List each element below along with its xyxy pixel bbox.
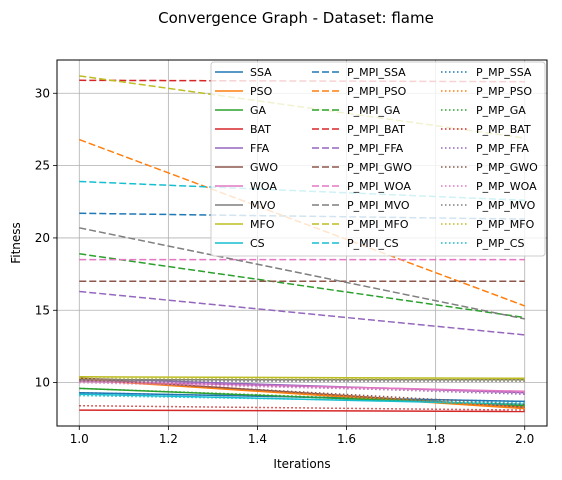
series-line-p-mpi-ga	[79, 254, 524, 318]
legend-label-p-mpi-cs: P_MPI_CS	[347, 237, 399, 250]
legend-label-p-mp-mfo: P_MP_MFO	[476, 218, 535, 231]
legend-label-p-mp-cs: P_MP_CS	[476, 237, 524, 250]
series-line-p-mpi-ffa	[79, 292, 524, 335]
x-tick-label: 1.4	[248, 432, 267, 446]
y-axis-ticks: 10 15 20 25 30	[35, 86, 57, 389]
x-axis-ticks: 1.0 1.2 1.4 1.6 1.8 2.0	[70, 426, 535, 446]
legend-label-woa: WOA	[250, 180, 277, 193]
legend-label-p-mpi-ffa: P_MPI_FFA	[347, 142, 404, 155]
legend-label-p-mp-mvo: P_MP_MVO	[476, 199, 536, 212]
legend-label-p-mp-bat: P_MP_BAT	[476, 123, 531, 136]
legend-label-p-mp-ga: P_MP_GA	[476, 104, 526, 117]
legend-label-p-mpi-ga: P_MPI_GA	[347, 104, 401, 117]
legend-label-ffa: FFA	[250, 142, 270, 155]
legend-label-p-mpi-mvo: P_MPI_MVO	[347, 199, 410, 212]
y-tick-label: 10	[35, 376, 50, 390]
legend-label-p-mp-ffa: P_MP_FFA	[476, 142, 529, 155]
series-line-bat	[79, 410, 524, 411]
legend-label-p-mpi-ssa: P_MPI_SSA	[347, 66, 406, 79]
series-line-p-mp-bat	[79, 406, 524, 410]
legend-label-p-mp-gwo: P_MP_GWO	[476, 161, 538, 174]
legend-label-p-mpi-woa: P_MPI_WOA	[347, 180, 411, 193]
legend-label-mfo: MFO	[250, 218, 275, 231]
legend-label-p-mpi-mfo: P_MPI_MFO	[347, 218, 409, 231]
legend-label-gwo: GWO	[250, 161, 278, 174]
y-axis-label: Fitness	[9, 222, 23, 264]
legend: SSA PSO GA BAT FFA GWO WOA MVO MFO CS P_MPI_SSA P_M…	[211, 62, 545, 256]
series-line-cs	[79, 394, 524, 404]
legend-label-cs: CS	[250, 237, 265, 250]
x-tick-label: 1.2	[159, 432, 178, 446]
y-tick-label: 25	[35, 159, 50, 173]
legend-label-p-mpi-pso: P_MPI_PSO	[347, 85, 407, 98]
y-tick-label: 15	[35, 303, 50, 317]
x-tick-label: 1.0	[70, 432, 89, 446]
x-tick-label: 2.0	[515, 432, 534, 446]
legend-label-bat: BAT	[250, 123, 271, 136]
x-tick-label: 1.8	[426, 432, 445, 446]
x-tick-label: 1.6	[337, 432, 356, 446]
legend-label-mvo: MVO	[250, 199, 276, 212]
legend-label-ssa: SSA	[250, 66, 272, 79]
legend-label-ga: GA	[250, 104, 267, 117]
chart-title: Convergence Graph - Dataset: flame	[158, 9, 434, 27]
y-tick-label: 20	[35, 231, 50, 245]
legend-label-p-mp-ssa: P_MP_SSA	[476, 66, 532, 79]
legend-label-p-mp-woa: P_MP_WOA	[476, 180, 537, 193]
legend-label-p-mpi-gwo: P_MPI_GWO	[347, 161, 412, 174]
y-tick-label: 30	[35, 86, 50, 100]
legend-label-p-mp-pso: P_MP_PSO	[476, 85, 532, 98]
legend-label-pso: PSO	[250, 85, 273, 98]
legend-label-p-mpi-bat: P_MPI_BAT	[347, 123, 405, 136]
series-line-mfo	[79, 377, 524, 379]
x-axis-label: Iterations	[273, 457, 330, 471]
